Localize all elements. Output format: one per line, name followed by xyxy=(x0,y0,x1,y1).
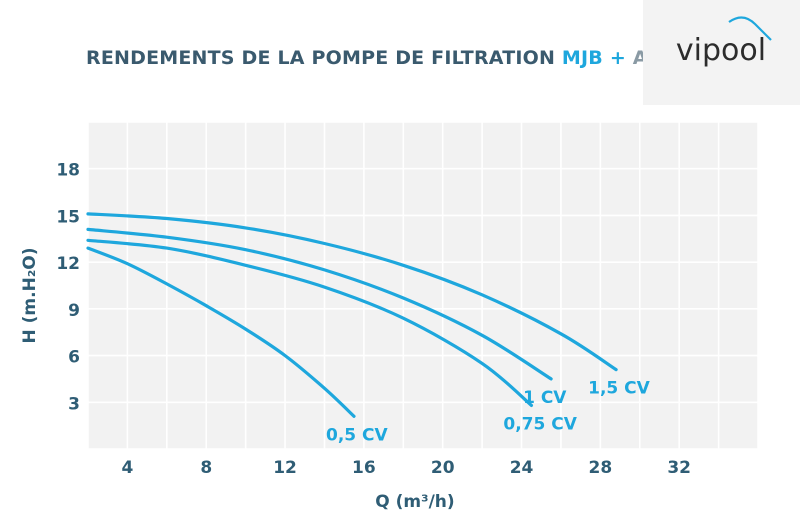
x-tick-label: 28 xyxy=(589,458,613,478)
series-line-0-75-cv xyxy=(86,238,533,407)
series-lines xyxy=(86,212,618,418)
series-label-1-cv: 1 CV xyxy=(523,388,567,408)
brand-logo: vipool xyxy=(643,0,800,105)
y-tick-label: 6 xyxy=(68,348,80,368)
x-tick-label: 4 xyxy=(121,458,133,478)
title-main: RENDEMENTS DE LA POMPE DE FILTRATION xyxy=(86,47,556,69)
x-tick-labels: 4 8 12 16 20 24 28 32 xyxy=(121,458,691,478)
series-line-0-5-cv xyxy=(86,246,356,418)
series-line-1-5-cv xyxy=(86,212,618,372)
x-tick-label: 12 xyxy=(273,458,297,478)
title-plus: + xyxy=(609,47,626,69)
title-mjb: MJB xyxy=(561,47,603,69)
x-tick-label: 32 xyxy=(667,458,691,478)
y-tick-label: 3 xyxy=(68,394,80,414)
logo-swoosh-icon xyxy=(728,16,772,41)
logo-text: vipool xyxy=(676,33,766,68)
series-labels: 0,5 CV 0,75 CV 1 CV 1,5 CV xyxy=(326,379,651,446)
series-label-1-5-cv: 1,5 CV xyxy=(588,379,651,399)
y-tick-label: 18 xyxy=(56,161,80,181)
y-tick-label: 12 xyxy=(56,254,80,274)
series-label-0-75-cv: 0,75 CV xyxy=(503,414,577,434)
x-tick-label: 24 xyxy=(510,458,534,478)
x-tick-label: 8 xyxy=(200,458,212,478)
y-tick-labels: 3 6 9 12 15 18 xyxy=(56,161,80,415)
y-tick-label: 15 xyxy=(56,207,80,227)
series-label-0-5-cv: 0,5 CV xyxy=(326,425,389,445)
y-axis-label: H (m.H₂O) xyxy=(20,248,40,344)
logo-graphic: vipool xyxy=(676,16,772,68)
x-tick-label: 20 xyxy=(431,458,455,478)
plot-area xyxy=(88,122,758,449)
y-tick-label: 9 xyxy=(68,301,80,321)
grid xyxy=(87,121,759,450)
x-axis-label: Q (m³/h) xyxy=(375,492,454,512)
x-tick-label: 16 xyxy=(352,458,376,478)
series-line-1-cv xyxy=(86,227,553,381)
